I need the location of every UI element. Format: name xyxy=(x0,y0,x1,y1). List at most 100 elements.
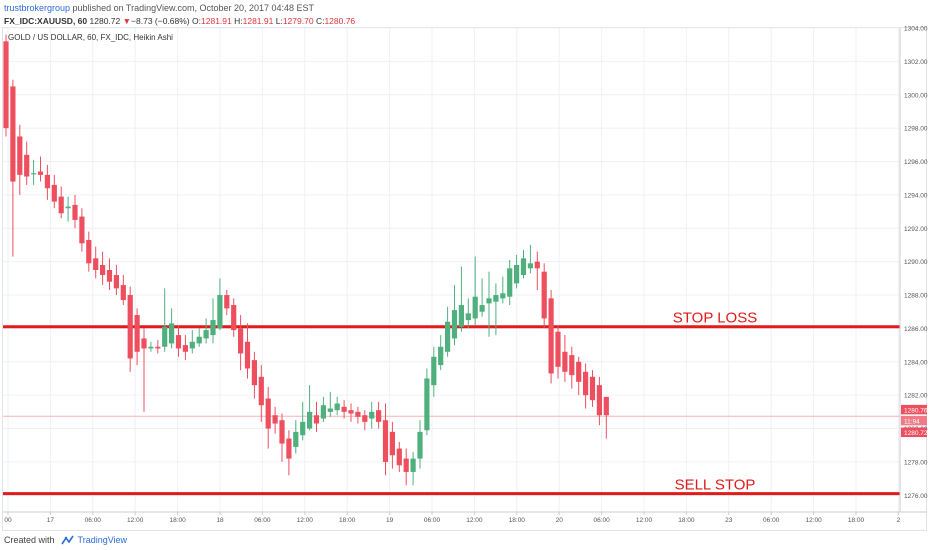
candle-body xyxy=(334,403,340,411)
candle-body xyxy=(548,298,554,374)
x-tick-label: 23 xyxy=(725,517,733,524)
level-label: STOP LOSS xyxy=(673,310,758,327)
y-tick-label: 1286.00 xyxy=(904,326,928,333)
candle-body xyxy=(389,431,395,456)
symbol-label: FX_IDC:XAUUSD, 60 xyxy=(4,16,88,26)
candle-body xyxy=(307,411,313,429)
y-tick-label: 1292.00 xyxy=(904,226,928,233)
x-tick-label: 12:00 xyxy=(297,517,314,524)
candle-body xyxy=(127,295,133,359)
low-value: 1279.70 xyxy=(282,16,314,26)
candle-body xyxy=(79,216,85,244)
open-label: O: xyxy=(192,16,202,26)
tradingview-link[interactable]: TradingView xyxy=(77,535,128,545)
candle-body xyxy=(141,338,147,349)
candle-body xyxy=(424,378,430,431)
candle-body xyxy=(182,345,188,352)
candle-body xyxy=(458,305,464,327)
candle-body xyxy=(465,313,471,321)
y-tick-label: 1288.00 xyxy=(904,293,928,300)
y-tick-label: 1298.00 xyxy=(904,126,928,133)
candle-body xyxy=(31,173,37,175)
y-tick-label: 1284.00 xyxy=(904,359,928,366)
y-tick-label: 1278.00 xyxy=(904,459,928,466)
candle-body xyxy=(272,415,278,424)
x-tick-label: 00 xyxy=(4,517,12,524)
grid-lines xyxy=(3,27,900,512)
candle-body xyxy=(37,171,44,175)
y-tick-label: 1300.00 xyxy=(904,92,928,99)
candle-body xyxy=(569,355,575,376)
candle-body xyxy=(300,421,306,436)
author-link[interactable]: trustbrokergroup xyxy=(4,3,71,13)
candle-body xyxy=(534,261,540,269)
y-tick-label: 1304.00 xyxy=(904,26,928,33)
open-value: 1281.91 xyxy=(201,16,232,26)
candle-body xyxy=(86,239,92,264)
candle-body xyxy=(65,206,71,209)
candle-body xyxy=(348,410,354,414)
candle-body xyxy=(244,341,251,369)
candle-body xyxy=(382,420,389,462)
candle-body xyxy=(493,295,499,302)
price-tag xyxy=(901,415,927,426)
candle-body xyxy=(362,415,368,422)
y-tick-label: 1276.00 xyxy=(904,493,928,500)
high-value: 1281.91 xyxy=(242,16,274,26)
candle-body xyxy=(113,275,119,289)
tradingview-logo-icon xyxy=(60,535,74,545)
candle-body xyxy=(134,315,140,352)
candle-body xyxy=(17,136,23,175)
candle-body xyxy=(258,376,264,406)
footer: Created with TradingView xyxy=(4,535,127,545)
high-label: H: xyxy=(234,16,243,26)
x-tick-label: 06:00 xyxy=(424,517,441,524)
x-tick-label: 18:00 xyxy=(848,517,865,524)
candle-body xyxy=(403,458,409,472)
candle-body xyxy=(479,305,485,312)
x-tick-label: 20 xyxy=(556,517,564,524)
candle-body xyxy=(162,326,168,347)
candle-body xyxy=(596,385,602,416)
candle-body xyxy=(224,295,230,309)
candle-body xyxy=(431,356,437,386)
candle-body xyxy=(169,323,175,344)
candle-body xyxy=(189,341,195,349)
y-tick-label: 1302.00 xyxy=(904,59,928,66)
candle-body xyxy=(210,320,216,336)
y-tick-label: 1294.00 xyxy=(904,192,928,199)
x-tick-label: 12:00 xyxy=(127,517,144,524)
x-tick-label: 2 xyxy=(897,517,901,524)
close-label: C: xyxy=(315,16,325,26)
candle-body xyxy=(313,415,320,424)
candle-body xyxy=(451,310,458,339)
y-tick-label: 1296.00 xyxy=(904,159,928,166)
candle-body xyxy=(376,410,382,422)
candle-body xyxy=(217,295,223,329)
candle-body xyxy=(44,174,50,189)
candle-body xyxy=(203,330,209,339)
candle-body xyxy=(341,406,347,412)
price-tag-label: 1280.72 xyxy=(904,430,928,437)
ohlc-line: FX_IDC:XAUUSD, 60 1280.72 ▼−8.73 (−0.68%… xyxy=(4,16,355,26)
change-value: −8.73 (−0.68%) xyxy=(131,16,190,26)
price-tag-label: 1280.76 xyxy=(904,407,928,414)
candle-body xyxy=(527,263,533,269)
candle-body xyxy=(320,405,326,419)
candles xyxy=(3,34,609,486)
candle-body xyxy=(148,346,154,349)
axes: 1276.001278.001280.001282.001284.001286.… xyxy=(3,26,928,524)
candle-body xyxy=(231,305,237,331)
candle-body xyxy=(507,268,513,297)
candle-body xyxy=(417,431,423,459)
candle-body xyxy=(445,321,451,352)
y-tick-label: 1290.00 xyxy=(904,259,928,266)
candle-body xyxy=(541,271,547,319)
candle-body xyxy=(120,285,126,301)
candle-body xyxy=(514,264,520,284)
x-tick-label: 18:00 xyxy=(678,517,695,524)
level-lines[interactable]: STOP LOSS SELL STOP xyxy=(3,310,900,496)
price-tag xyxy=(901,404,927,415)
candle-body xyxy=(106,270,113,282)
